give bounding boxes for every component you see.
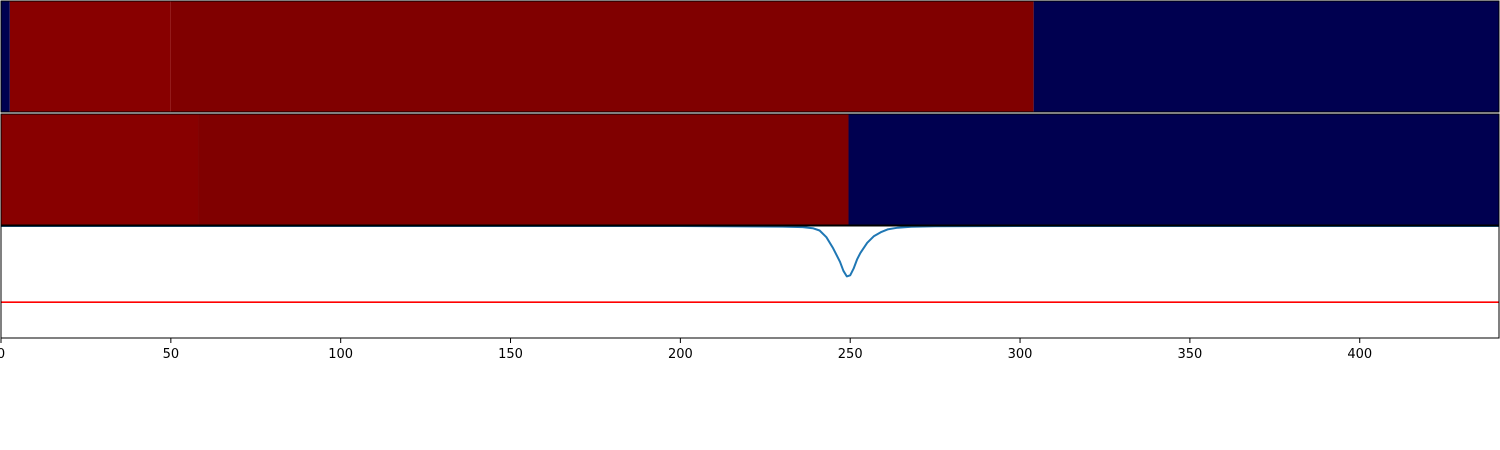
heatmap-segment-top-3	[1033, 1, 1499, 112]
line-panel-bottom	[1, 225, 1499, 303]
heatmap-segment-top-0	[1, 1, 10, 112]
heatmap-panel-middle	[1, 114, 1499, 225]
x-tick-label: 250	[838, 347, 863, 362]
x-tick-label: 350	[1177, 347, 1202, 362]
heatmap-panel-top	[1, 1, 1499, 112]
heatmap-segment-top-2	[170, 1, 1034, 112]
axes-frame-middle	[0, 113, 1500, 226]
heatmap-segment-middle-1	[198, 114, 849, 225]
x-tick-label: 400	[1347, 347, 1372, 362]
axes-frames	[0, 0, 1500, 339]
x-tick-label: 150	[498, 347, 523, 362]
x-tick-label: 0	[0, 347, 5, 362]
heatmap-segment-middle-2	[848, 114, 1499, 225]
x-axis: 0 50 100 150 200 250 300 350 400	[0, 338, 1372, 362]
series-line-0	[1, 225, 1499, 278]
x-tick-label: 50	[163, 347, 180, 362]
heatmap-segment-top-1	[9, 1, 171, 112]
x-tick-label: 100	[328, 347, 353, 362]
axes-frame-bottom	[0, 225, 1500, 339]
x-tick-label: 300	[1008, 347, 1033, 362]
axes-frame-top	[0, 0, 1500, 113]
x-tick-label: 200	[668, 347, 693, 362]
heatmap-segment-middle-0	[1, 114, 199, 225]
